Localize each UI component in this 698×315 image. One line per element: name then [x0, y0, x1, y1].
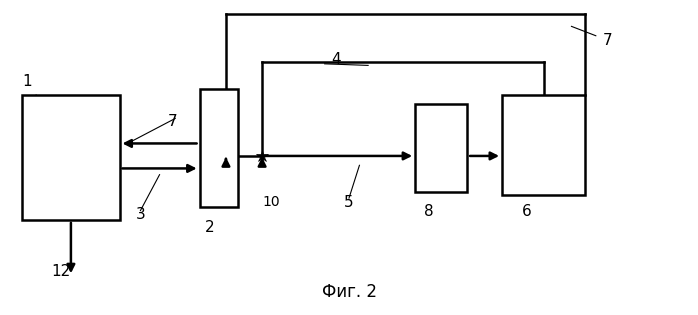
Text: 5: 5 — [344, 195, 354, 210]
Text: 1: 1 — [22, 74, 32, 89]
Text: 8: 8 — [424, 204, 433, 219]
Text: 12: 12 — [51, 264, 70, 279]
Bar — [200, 89, 238, 208]
Bar — [502, 95, 586, 195]
Text: 7: 7 — [168, 114, 178, 129]
Text: 2: 2 — [205, 220, 215, 235]
Text: 10: 10 — [262, 195, 280, 209]
Text: 7: 7 — [603, 33, 612, 48]
Text: 4: 4 — [332, 52, 341, 67]
Text: 6: 6 — [521, 204, 531, 219]
Text: 3: 3 — [135, 208, 145, 222]
Text: Фиг. 2: Фиг. 2 — [322, 283, 376, 301]
Bar — [415, 104, 467, 192]
Bar — [22, 95, 119, 220]
